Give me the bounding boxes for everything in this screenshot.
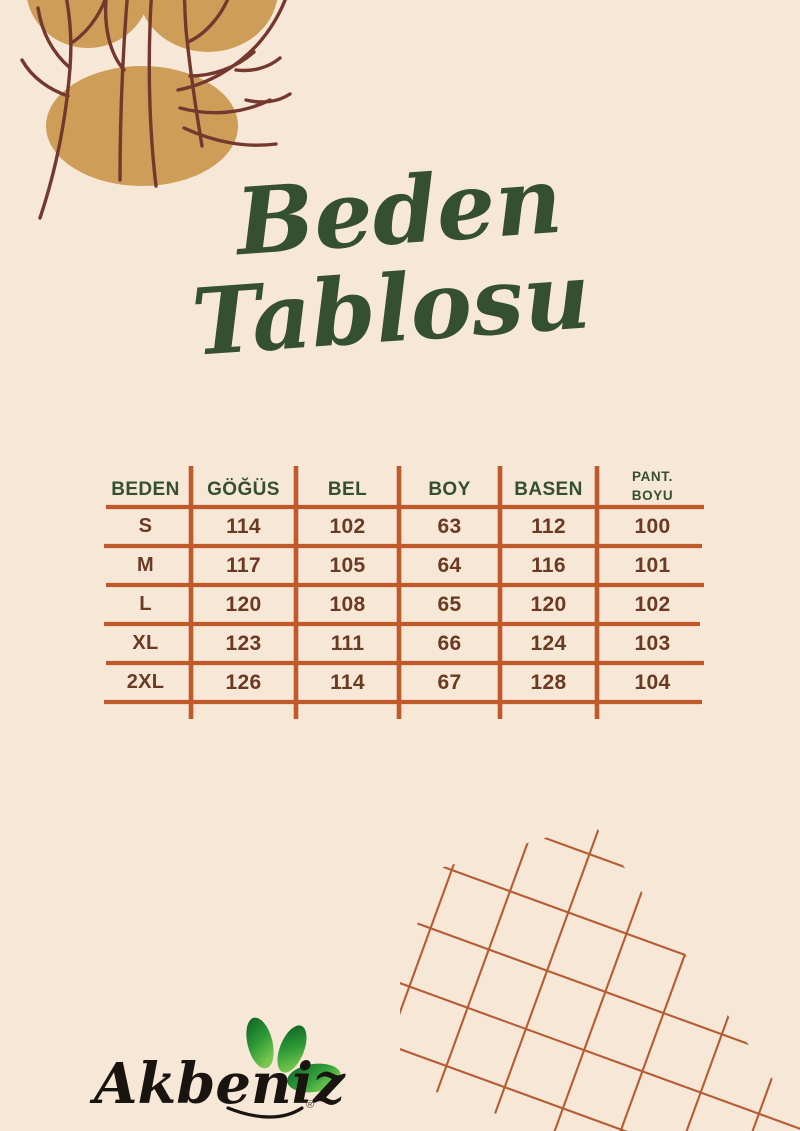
table-header-beden: BEDEN: [111, 478, 180, 500]
table-row: 111: [330, 631, 365, 655]
table-header-bel: BEL: [327, 478, 368, 500]
table-row: 128: [530, 670, 567, 694]
table-row: 116: [531, 553, 566, 577]
table-row: 123: [225, 631, 262, 655]
table-row: S: [138, 515, 153, 538]
grid-lines-horizontal: [400, 810, 800, 1131]
table-header-pant-boyu-line1: PANT.: [631, 469, 673, 485]
table-header-pant-boyu: PANT. BOYU: [597, 466, 708, 507]
leaf-right-icon: [287, 1063, 341, 1093]
table-row: 105: [329, 553, 366, 577]
table-row: 67: [437, 670, 462, 694]
leaf-left-icon: [246, 1017, 274, 1069]
trademark-symbol: ®: [306, 1099, 314, 1111]
branch-stems: [20, 0, 292, 220]
title-line-1: Beden: [230, 155, 566, 276]
table-row: 101: [634, 553, 671, 577]
table-row: 108: [329, 592, 366, 616]
table-row: 114: [226, 514, 261, 538]
table-header-gogus: GÖĞÜS: [207, 478, 280, 500]
grid-lines-vertical: [400, 810, 800, 1131]
table-row: 117: [226, 553, 261, 577]
leaf-mid-icon: [277, 1025, 307, 1073]
table-row: 103: [634, 631, 671, 655]
botanical-branches-illustration: [0, 0, 310, 220]
table-row: 102: [634, 592, 671, 616]
table-header-basen: BASEN: [514, 478, 583, 500]
leaf-icons: [246, 1017, 341, 1093]
title-line-2: Tablosu: [188, 241, 593, 370]
logo-swash: [226, 1106, 304, 1119]
table-row: 124: [530, 631, 567, 655]
table-row: 120: [225, 592, 262, 616]
size-table: BEDEN GÖĞÜS BEL BOY BASEN PANT. BOYU S 1…: [100, 458, 708, 723]
table-header-boy: BOY: [428, 478, 471, 500]
table-row: M: [137, 554, 154, 577]
table-row: 64: [437, 553, 462, 577]
table-header-pant-boyu-line2: BOYU: [631, 487, 674, 503]
rotated-grid-pattern: [400, 810, 800, 1131]
brand-logo: Akbeniz ®: [88, 1008, 348, 1123]
table-row: 112: [531, 514, 566, 538]
table-row: 66: [437, 631, 462, 655]
table-row: 2XL: [126, 671, 165, 694]
table-row: 120: [530, 592, 567, 616]
table-row: 63: [437, 514, 462, 538]
table-row: 114: [330, 670, 365, 694]
table-row: 100: [634, 514, 671, 538]
table-row: 102: [329, 514, 366, 538]
table-row: 104: [634, 670, 671, 694]
table-row: 65: [437, 592, 462, 616]
table-row: XL: [132, 632, 159, 655]
brand-wordmark: Akbeniz: [89, 1051, 346, 1117]
blob-shapes: [27, 0, 278, 186]
page-title: .scr { font-family: "DejaVu Serif", seri…: [0, 146, 800, 377]
table-row: 126: [225, 670, 262, 694]
table-row: L: [139, 593, 152, 616]
